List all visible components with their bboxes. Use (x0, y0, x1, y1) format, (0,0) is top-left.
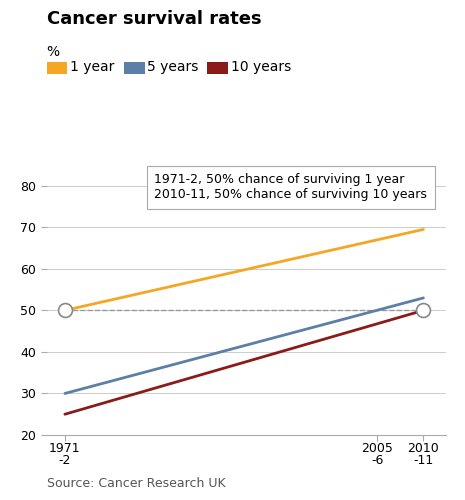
Text: 1 year: 1 year (70, 60, 114, 74)
Text: %: % (46, 45, 60, 59)
Text: -11: -11 (413, 454, 433, 466)
Text: Source: Cancer Research UK: Source: Cancer Research UK (46, 477, 225, 490)
Text: 2010: 2010 (407, 442, 439, 456)
Text: -6: -6 (371, 454, 384, 466)
Text: 5 years: 5 years (147, 60, 199, 74)
Text: 1971: 1971 (49, 442, 81, 456)
Text: 1971-2, 50% chance of surviving 1 year
2010-11, 50% chance of surviving 10 years: 1971-2, 50% chance of surviving 1 year 2… (154, 173, 427, 201)
Text: 10 years: 10 years (231, 60, 291, 74)
Text: Cancer survival rates: Cancer survival rates (46, 10, 261, 28)
Text: -2: -2 (59, 454, 71, 466)
Text: 2005: 2005 (361, 442, 393, 456)
